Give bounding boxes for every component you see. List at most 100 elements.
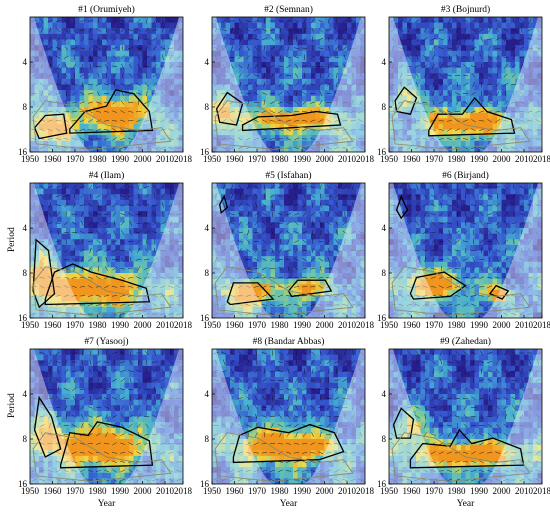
cone-of-influence [389, 349, 542, 484]
significance-contour [232, 423, 345, 464]
significance-contour [395, 194, 409, 220]
y-tick-label: 16 [18, 147, 28, 157]
panel-2: #2 (Semnan) 1950 1960 1970 1980 1990 2000 2010 2… [200, 4, 375, 164]
x-tick-label: 1960 [403, 486, 422, 496]
y-axis-label: Period [7, 227, 17, 252]
phase-arrows [31, 350, 182, 482]
power-heatmap [212, 349, 365, 484]
y-tick-label: 8 [205, 434, 210, 444]
cone-of-influence [30, 17, 183, 152]
x-tick-label: 1980 [271, 154, 290, 164]
significance-contour [241, 110, 342, 132]
coi-contour [32, 266, 172, 316]
x-tick-label: 1970 [425, 486, 444, 496]
panel-3: #3 (Bojnurd) 1950 1960 1970 1980 1990 2000 2010… [377, 4, 550, 164]
panel-1: #1 (Orumiyeh)1950 1960 1970 1980 1990 2000 201… [18, 4, 193, 164]
x-tick-label: 2000 [134, 486, 153, 496]
x-tick-label: 1970 [248, 320, 267, 330]
x-tick-label: 1980 [448, 320, 467, 330]
x-tick-label: 2010 [338, 320, 357, 330]
significance-contour [59, 421, 154, 469]
coi-contour [32, 100, 172, 150]
x-tick-label: 1980 [271, 486, 290, 496]
phase-arrows [390, 18, 541, 150]
x-tick-label: 2000 [316, 320, 335, 330]
panel-frame [29, 16, 184, 153]
x-tick-label: 1980 [89, 154, 108, 164]
significance-contour [219, 194, 229, 214]
x-tick-label: 2018 [356, 154, 375, 164]
significance-contour [392, 407, 415, 439]
phase-arrows [213, 350, 364, 482]
y-tick-label: 8 [23, 102, 28, 112]
x-tick-label: 1950 [203, 154, 222, 164]
x-tick-label: 1990 [111, 486, 130, 496]
x-tick-label: 2018 [174, 154, 193, 164]
y-tick-label: 16 [18, 479, 28, 489]
x-tick-label: 1970 [66, 486, 85, 496]
x-tick-label: 2018 [174, 486, 193, 496]
y-tick-label: 4 [205, 223, 210, 233]
panel-title: #4 (Ilam) [89, 170, 125, 181]
panel-frame [388, 182, 543, 319]
x-tick-label: 2010 [156, 154, 175, 164]
x-tick-label: 1950 [21, 486, 40, 496]
y-tick-label: 8 [205, 102, 210, 112]
y-tick-label: 4 [23, 223, 28, 233]
y-tick-label: 4 [382, 389, 387, 399]
x-tick-label: 1970 [66, 154, 85, 164]
x-tick-label: 1980 [89, 320, 108, 330]
x-tick-label: 1960 [226, 486, 245, 496]
phase-arrows [213, 18, 364, 150]
phase-arrows [390, 350, 541, 482]
x-tick-label: 1960 [44, 486, 63, 496]
cone-of-influence [212, 17, 365, 152]
x-tick-label: 1950 [203, 320, 222, 330]
coi-contour [32, 432, 172, 482]
x-tick-label: 1980 [448, 154, 467, 164]
power-heatmap [389, 17, 542, 152]
power-heatmap [30, 183, 183, 318]
cone-of-influence [389, 183, 542, 318]
panel-frame [388, 348, 543, 485]
x-tick-label: 2000 [493, 486, 512, 496]
y-axis-label: Period [7, 393, 17, 418]
panel-9: #9 (Zahedan) 1950 1960 1970 1980 1990 2000 2010… [377, 336, 550, 509]
y-tick-label: 4 [382, 223, 387, 233]
x-tick-label: 1970 [248, 154, 267, 164]
significance-contour [32, 238, 56, 309]
x-tick-label: 1970 [248, 486, 267, 496]
significance-contour [33, 113, 68, 140]
y-tick-label: 4 [23, 389, 28, 399]
significance-contour [215, 91, 244, 126]
x-tick-label: 1990 [293, 486, 312, 496]
y-tick-label: 4 [23, 57, 28, 67]
panel-title: #1 (Orumiyeh) [78, 4, 135, 15]
x-tick-label: 2018 [533, 320, 550, 330]
y-tick-label: 8 [23, 434, 28, 444]
coi-contour [214, 432, 354, 482]
x-tick-label: 1990 [111, 320, 130, 330]
x-tick-label: 2000 [316, 486, 335, 496]
x-axis-label: Year [98, 499, 116, 509]
y-tick-label: 8 [382, 102, 387, 112]
x-tick-label: 1990 [470, 320, 489, 330]
panel-frame [211, 182, 366, 319]
panel-frame [211, 348, 366, 485]
x-tick-label: 2000 [316, 154, 335, 164]
y-tick-label: 16 [200, 147, 210, 157]
panel-4: #4 (Ilam) 1950 1960 1970 1980 1990 2000 2010 201… [7, 170, 193, 330]
panel-frame [388, 16, 543, 153]
panel-frame [29, 182, 184, 319]
x-tick-label: 1950 [203, 486, 222, 496]
panel-title: #3 (Bojnurd) [441, 4, 490, 15]
significance-contour [428, 96, 516, 137]
x-tick-label: 1990 [111, 154, 130, 164]
y-tick-label: 16 [18, 313, 28, 323]
x-tick-label: 2018 [533, 486, 550, 496]
significance-contour [226, 282, 275, 306]
x-tick-label: 1950 [380, 320, 399, 330]
x-tick-label: 2010 [515, 320, 534, 330]
x-tick-label: 2018 [356, 486, 375, 496]
